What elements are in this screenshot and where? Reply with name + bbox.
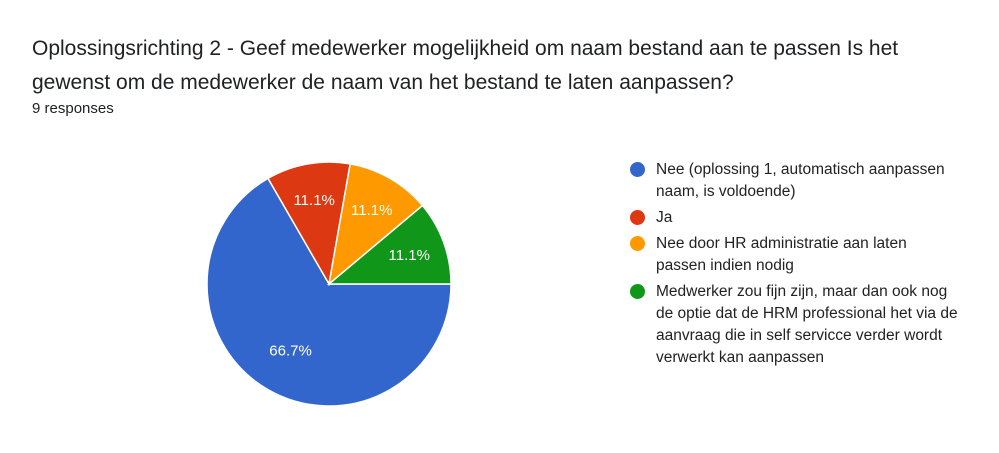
chart-legend: Nee (oplossing 1, automatisch aanpassen … [630,159,960,373]
pie-slice-label: 66.7% [269,343,312,360]
legend-label: Medwerker zou fijn zijn, maar dan ook no… [656,283,958,366]
legend-item[interactable]: Nee (oplossing 1, automatisch aanpassen … [630,159,960,203]
pie-slice-label: 11.1% [389,247,430,264]
legend-swatch [630,236,645,251]
legend-item[interactable]: Nee door HR administratie aan laten pass… [630,233,960,277]
legend-item[interactable]: Ja [630,207,960,229]
legend-swatch [630,210,645,225]
legend-label: Nee (oplossing 1, automatisch aanpassen … [656,161,945,200]
legend-swatch [630,162,645,177]
pie-slice[interactable] [206,177,452,407]
pie-slice[interactable] [326,204,452,285]
pie-slice-labels: 66.7% 11.1% 11.1% 11.1% [269,192,430,360]
pie-slice-label: 11.1% [293,192,334,209]
pie-slice[interactable] [327,162,424,286]
responses-count: 9 responses [32,100,114,117]
pie-slice[interactable] [266,161,352,287]
legend-swatch [630,284,645,299]
legend-label: Ja [656,209,673,226]
pie-slices [206,161,452,407]
legend-label: Nee door HR administratie aan laten pass… [656,235,907,274]
pie-slice-label: 11.1% [351,202,392,219]
legend-item[interactable]: Medwerker zou fijn zijn, maar dan ook no… [630,281,960,369]
chart-title: Oplossingsrichting 2 - Geef medewerker m… [32,37,899,94]
